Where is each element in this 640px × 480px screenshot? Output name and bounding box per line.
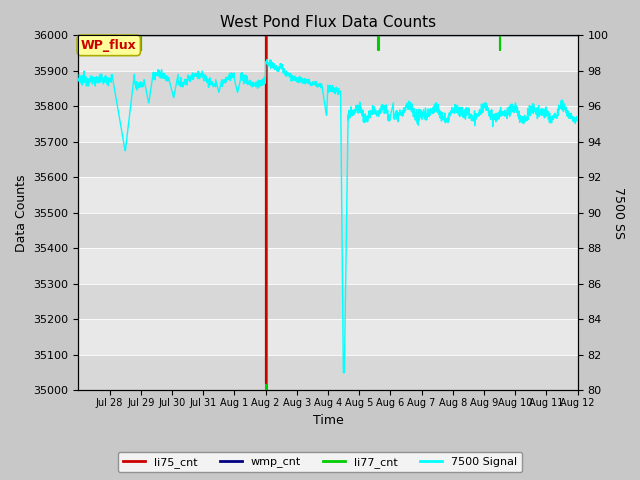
Legend: li75_cnt, wmp_cnt, li77_cnt, 7500 Signal: li75_cnt, wmp_cnt, li77_cnt, 7500 Signal — [118, 452, 522, 472]
Bar — [79, 248, 578, 284]
Bar — [79, 142, 578, 178]
Text: WP_flux: WP_flux — [81, 39, 137, 52]
X-axis label: Time: Time — [312, 414, 344, 427]
Bar — [79, 107, 578, 142]
Bar — [79, 178, 578, 213]
Bar — [79, 71, 578, 107]
Bar — [79, 213, 578, 248]
Bar — [79, 36, 578, 71]
Title: West Pond Flux Data Counts: West Pond Flux Data Counts — [220, 15, 436, 30]
Bar — [79, 319, 578, 355]
Y-axis label: Data Counts: Data Counts — [15, 174, 28, 252]
Bar — [79, 284, 578, 319]
Bar — [79, 355, 578, 390]
Y-axis label: 7500 SS: 7500 SS — [612, 187, 625, 239]
